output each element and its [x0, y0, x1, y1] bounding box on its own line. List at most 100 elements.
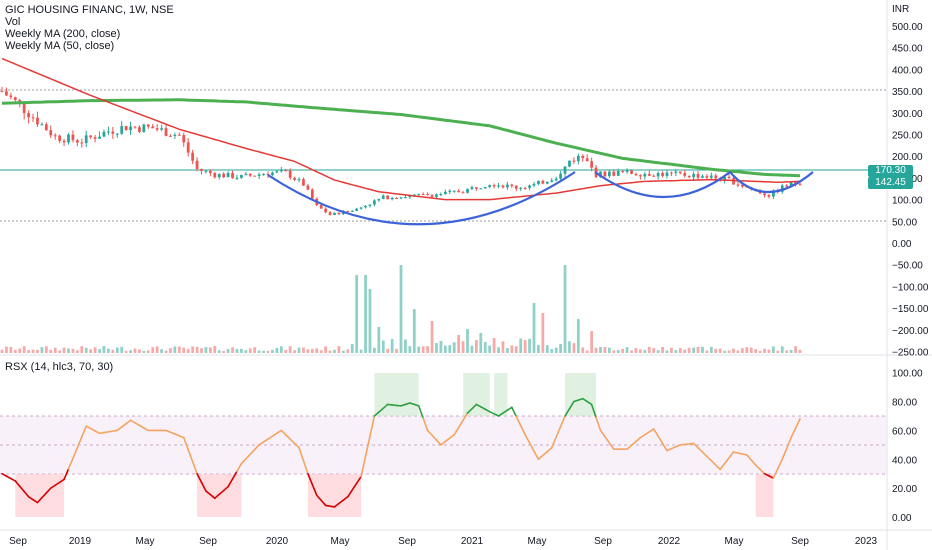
candle-body: [306, 185, 310, 190]
candle-body: [687, 175, 691, 178]
rsx-segment: [253, 444, 260, 451]
candle-body: [182, 135, 186, 143]
candle-body: [368, 204, 372, 206]
rsx-segment: [49, 484, 57, 489]
candle-body: [701, 176, 704, 178]
volume-bar: [200, 348, 203, 353]
rsx-segment: [581, 397, 589, 403]
volume-bar: [310, 349, 314, 353]
candle-body: [639, 175, 642, 177]
price-tick-label: 0.00: [892, 239, 912, 250]
candle-body: [559, 173, 562, 179]
candle-body: [497, 185, 500, 187]
price-tick-label: −200.00: [892, 326, 929, 337]
candle-body: [798, 183, 802, 185]
rsx-segment: [276, 429, 283, 435]
volume-bar: [266, 350, 270, 353]
rsx-segment: [422, 417, 429, 432]
candle-body: [767, 195, 771, 197]
ma200-label: Weekly MA (200, close): [5, 28, 121, 40]
volume-bar: [488, 345, 492, 353]
candle-body: [213, 173, 217, 178]
rsx-segment: [457, 419, 464, 429]
candle-body: [93, 137, 97, 139]
rsx-segment: [333, 502, 340, 508]
candle-body: [226, 172, 230, 178]
rsx-segment: [187, 448, 194, 463]
volume-bar: [709, 346, 713, 353]
rsx-segment: [14, 480, 21, 488]
volume-bar: [9, 347, 13, 353]
candle-body: [107, 131, 110, 133]
candle-body: [115, 133, 119, 135]
candle-body: [563, 166, 567, 174]
rsx-segment: [652, 428, 659, 437]
volume-bar: [22, 346, 26, 353]
rsx-segment: [448, 433, 456, 439]
candle-body: [377, 198, 381, 201]
candle-body: [111, 131, 115, 134]
candle-body: [457, 190, 461, 193]
volume-bar: [599, 347, 602, 353]
rsx-segment: [515, 415, 522, 427]
rsx-segment: [355, 475, 362, 485]
rsx-segment: [63, 468, 70, 481]
candle-body: [705, 176, 709, 178]
candle-body: [133, 126, 137, 128]
candle-body: [173, 134, 177, 137]
price-tick-label: 450.00: [892, 44, 923, 55]
candle-body: [186, 142, 190, 153]
volume-bar: [177, 346, 181, 353]
volume-bar: [0, 349, 4, 353]
rsx-segment: [280, 429, 287, 436]
rsx-segment: [639, 433, 646, 439]
volume-bar: [581, 347, 585, 353]
volume-bar: [461, 341, 465, 353]
candle-body: [142, 124, 146, 132]
volume-bar: [439, 340, 443, 353]
rsx-segment: [763, 472, 770, 477]
currency-label: INR: [892, 4, 910, 15]
ma200-line: [1, 98, 801, 178]
candle-body: [785, 185, 789, 187]
candle-body: [31, 117, 35, 119]
volume-bar: [776, 350, 780, 353]
rsx-segment: [196, 472, 203, 484]
volume-bar: [661, 346, 664, 353]
candle-body: [71, 134, 75, 141]
rsx-tick-label: 80.00: [892, 398, 917, 409]
candle-body: [404, 197, 407, 199]
volume-bar: [44, 346, 48, 353]
rsx-segment: [710, 459, 717, 466]
volume-bar: [306, 349, 310, 353]
rsx-segment: [550, 436, 557, 449]
volume-bar: [328, 350, 332, 353]
candle-body: [727, 176, 731, 179]
candle-body: [519, 187, 523, 189]
rsx-segment: [125, 419, 132, 425]
candle-body: [585, 158, 589, 162]
candle-body: [532, 183, 536, 186]
volume-bar: [293, 350, 296, 353]
candle-body: [643, 174, 647, 177]
candle-body: [763, 193, 766, 196]
rsx-oversold-zone: [197, 474, 242, 517]
candle-body: [262, 174, 265, 176]
volume-bar: [563, 265, 567, 353]
cup-arc: [267, 171, 576, 226]
rsx-segment: [143, 427, 150, 432]
volume-bar: [421, 346, 425, 353]
volume-bar: [470, 345, 474, 353]
volume-bar: [84, 347, 88, 353]
volume-bar: [341, 350, 345, 353]
volume-bar: [408, 346, 412, 353]
volume-bar: [31, 349, 35, 353]
volume-bar: [151, 347, 155, 353]
volume-bar: [519, 338, 523, 353]
rsx-tick-label: 40.00: [892, 455, 917, 466]
volume-bar: [532, 303, 536, 353]
rsx-segment: [493, 413, 500, 417]
candle-body: [656, 172, 660, 177]
rsx-segment: [320, 499, 327, 507]
